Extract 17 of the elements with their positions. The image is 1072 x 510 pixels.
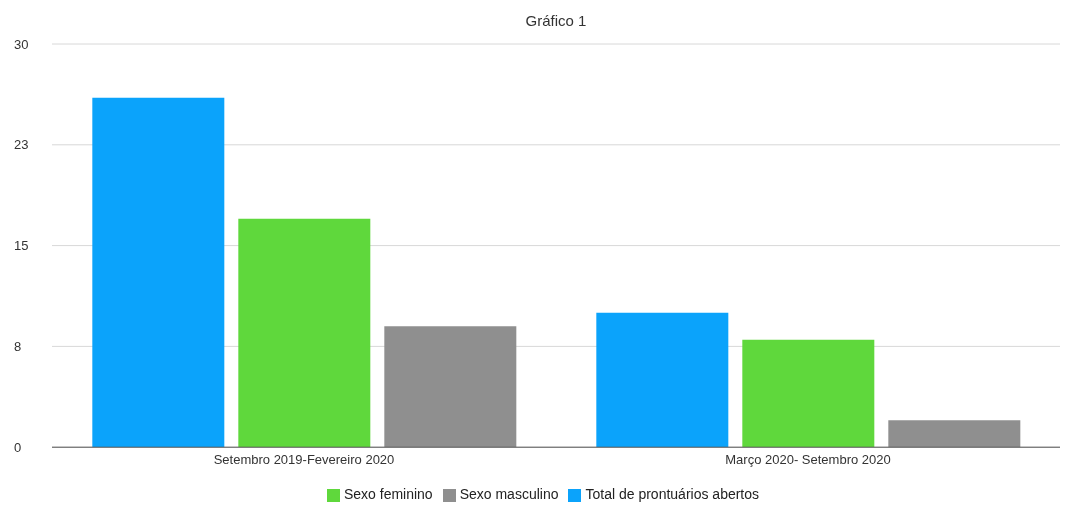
bar bbox=[238, 218, 371, 448]
y-tick-label: 30 bbox=[14, 36, 29, 52]
bar bbox=[742, 339, 875, 448]
bar bbox=[596, 312, 729, 448]
bar bbox=[92, 97, 225, 448]
y-tick-label: 8 bbox=[14, 339, 22, 355]
bar bbox=[384, 326, 517, 448]
y-tick-label: 23 bbox=[14, 137, 29, 153]
x-tick-label: Setembro 2019-Fevereiro 2020 bbox=[213, 452, 395, 468]
legend-label: Sexo masculino bbox=[459, 486, 559, 503]
bar bbox=[888, 420, 1021, 448]
x-tick-label: Março 2020- Setembro 2020 bbox=[725, 452, 891, 468]
legend-label: Sexo feminino bbox=[343, 486, 433, 503]
legend-label: Total de prontuários abertos bbox=[585, 486, 760, 503]
chart-title: Gráfico 1 bbox=[524, 11, 588, 31]
y-tick-label: 15 bbox=[14, 238, 29, 254]
y-tick-label: 0 bbox=[14, 439, 22, 455]
